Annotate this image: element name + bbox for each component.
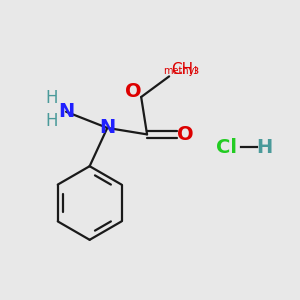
Text: N: N (58, 102, 74, 121)
Text: N: N (99, 118, 116, 137)
Text: methyl: methyl (163, 66, 197, 76)
Text: Cl: Cl (216, 138, 237, 157)
Text: H: H (45, 88, 58, 106)
Text: H: H (45, 112, 58, 130)
Text: O: O (177, 125, 194, 144)
Text: CH₃: CH₃ (171, 62, 200, 77)
Text: H: H (257, 138, 273, 157)
Text: O: O (124, 82, 141, 101)
